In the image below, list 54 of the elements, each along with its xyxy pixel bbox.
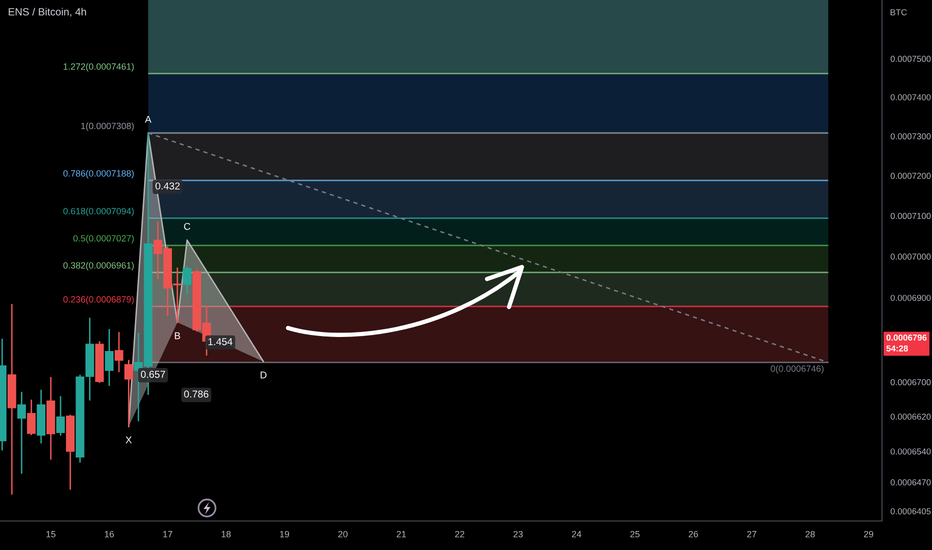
x-tick-label: 23: [514, 530, 523, 538]
annotation: 0.657: [140, 370, 166, 378]
ref-line-label: 0.786(0.0007188): [63, 170, 134, 178]
x-tick-label: 28: [806, 530, 815, 538]
y-tick-label: 0.0006900: [890, 294, 931, 301]
text: 0.0006796 54:28: [886, 334, 927, 352]
x-tick-label: 25: [630, 530, 640, 538]
y-tick-label: 0.0006540: [890, 448, 931, 455]
data-label: D: [260, 372, 266, 378]
x-tick-label: 17: [163, 531, 172, 538]
y-tick-label: 0.0006470: [890, 479, 931, 486]
data-label: X: [126, 436, 132, 444]
annotation: 0.786: [184, 390, 208, 398]
y-tick-label: 0.0006620: [890, 414, 931, 420]
ref-line-label: 0.618(0.0007094): [63, 208, 134, 216]
candlestick: [124, 359, 134, 428]
ref-line-label: 1(0.0007308): [81, 122, 134, 131]
ref-line-label: 0.236(0.0006879): [63, 296, 134, 304]
y-tick-label: 0.0007400: [890, 94, 931, 100]
annotation: 0.432: [156, 182, 180, 190]
x-tick-label: 16: [104, 530, 114, 538]
candlestick: [114, 331, 124, 373]
y-tick-label: 0.0006700: [890, 379, 931, 386]
y-tick-label: 0.0007500: [890, 56, 931, 62]
x-tick-label: 15: [46, 531, 56, 538]
ref-line-label: 1.272(0.0007461): [64, 63, 134, 72]
x-tick-label: 27: [747, 530, 756, 538]
x-tick-label: 22: [455, 530, 464, 538]
ref-line-label: 0(0.0006746): [770, 365, 824, 374]
data-label: A: [144, 116, 152, 123]
annotation: 1.454: [208, 338, 232, 346]
text: ENS / Bitcoin, 4h: [8, 8, 86, 17]
x-tick-label: 26: [688, 530, 698, 538]
x-tick-label: 18: [222, 530, 231, 538]
y-axis-title: BTC: [890, 9, 907, 16]
x-tick-label: 21: [396, 530, 406, 538]
y-tick-label: 0.0007000: [890, 254, 931, 260]
candlestick: [182, 266, 192, 296]
candlestick: [27, 398, 36, 436]
x-tick-label: 24: [572, 530, 582, 538]
x-tick-label: 20: [338, 530, 348, 538]
ref-line-label: 0.5(0.0007027): [73, 234, 134, 244]
ref-line-label: 0.382(0.0006961): [63, 262, 134, 270]
x-tick-label: 29: [864, 530, 874, 538]
candlestick: [56, 396, 65, 436]
candlestick: [104, 328, 114, 387]
y-tick-label: 0.0007300: [890, 133, 931, 140]
y-tick-label: 0.0007100: [890, 212, 931, 219]
y-tick-label: 0.0007200: [890, 172, 931, 179]
data-label: C: [184, 222, 190, 230]
candlestick: [17, 391, 26, 474]
x-tick-label: 19: [280, 530, 290, 538]
data-label: B: [174, 332, 180, 340]
y-tick-label: 0.0006405: [890, 508, 931, 514]
